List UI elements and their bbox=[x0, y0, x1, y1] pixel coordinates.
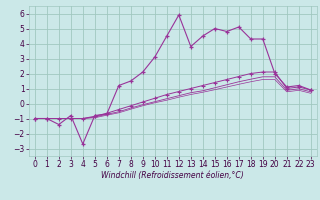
X-axis label: Windchill (Refroidissement éolien,°C): Windchill (Refroidissement éolien,°C) bbox=[101, 171, 244, 180]
